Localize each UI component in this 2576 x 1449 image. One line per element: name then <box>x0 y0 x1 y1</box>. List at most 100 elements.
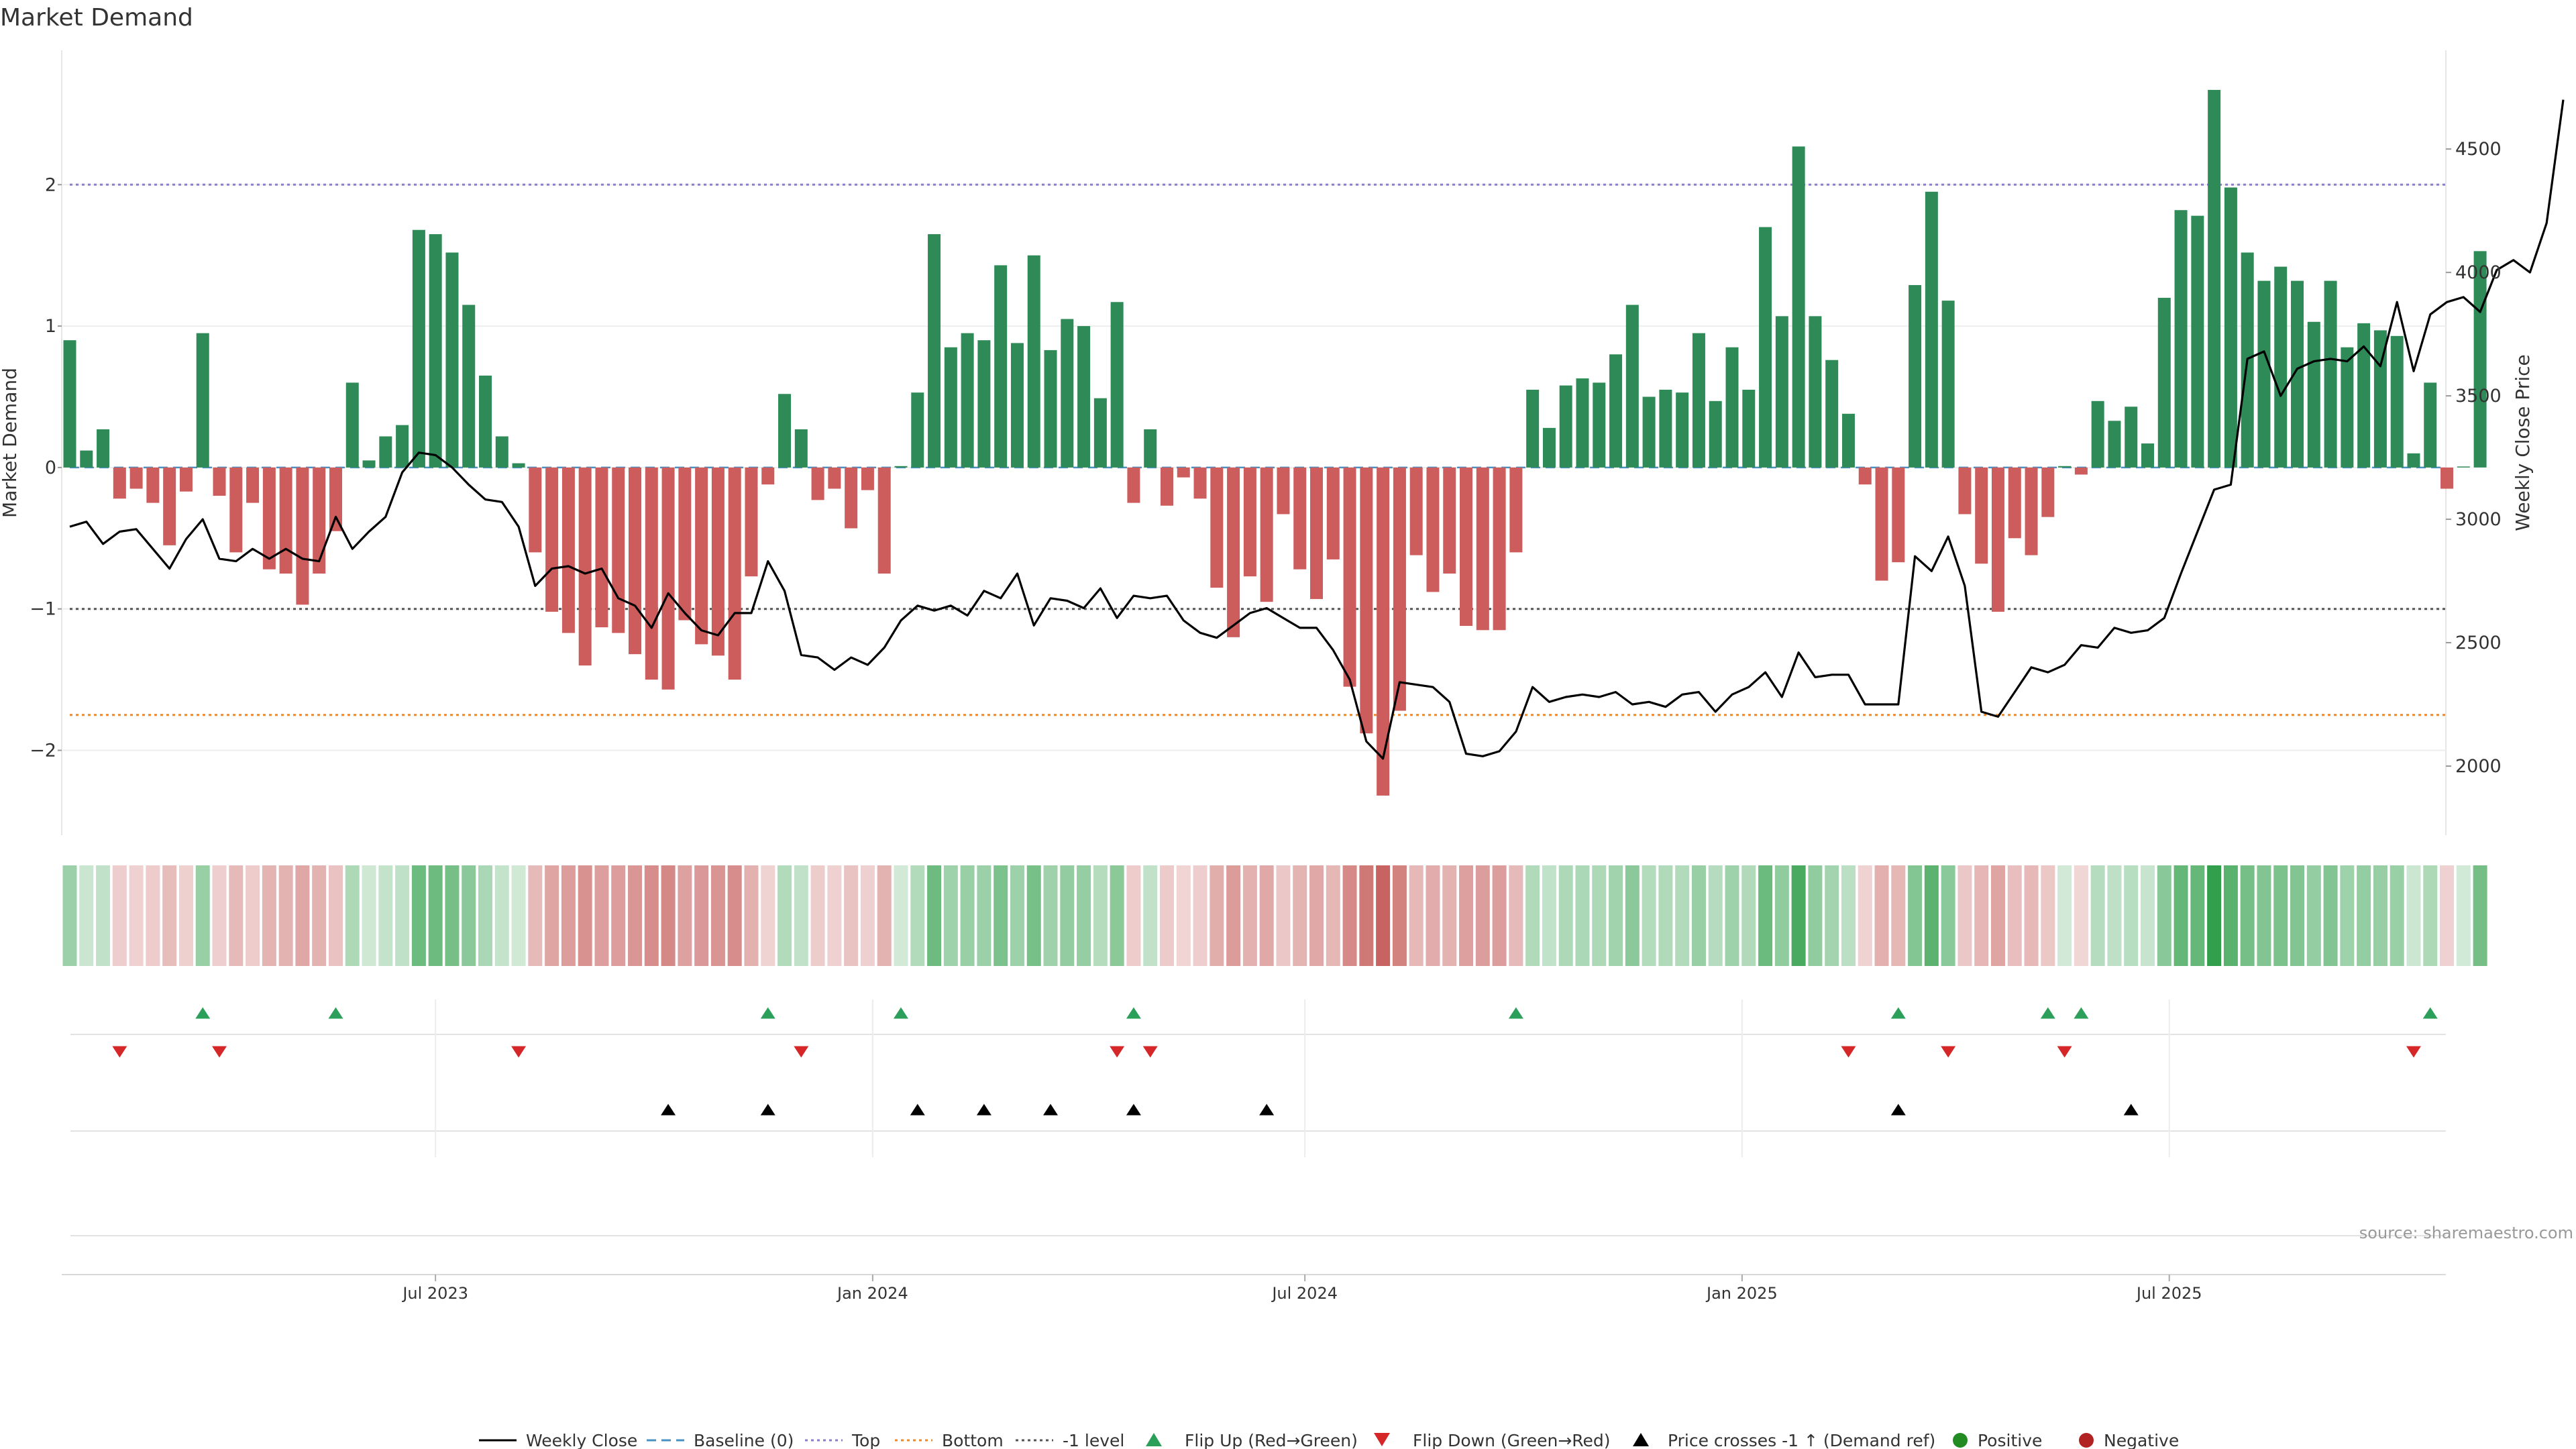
heat-cell <box>1309 865 1324 966</box>
demand-bar <box>2274 266 2288 468</box>
heat-cell <box>644 865 659 966</box>
legend-negative: Negative <box>2104 1431 2179 1449</box>
x-axis-ticks: Jul 2023 Jan 2024 Jul 2024 Jan 2025 Jul 2025 <box>401 1275 2202 1303</box>
heat-cell <box>2473 865 2487 966</box>
demand-bar <box>1858 467 1872 485</box>
heat-cell <box>943 865 958 966</box>
demand-bar <box>1409 467 1423 555</box>
flip-down-marker <box>2406 1046 2421 1058</box>
heat-cell <box>894 865 908 966</box>
flip-down-marker <box>212 1046 227 1058</box>
demand-bar <box>1642 396 1656 468</box>
demand-bar <box>1991 467 2004 612</box>
demand-bar <box>379 436 392 468</box>
right-tick-label: 4500 <box>2455 139 2502 160</box>
left-tick-label: 1 <box>45 316 56 337</box>
demand-bar <box>1010 343 1024 468</box>
demand-bar <box>561 467 575 633</box>
heat-cell <box>1625 865 1640 966</box>
demand-bar <box>1676 392 1689 468</box>
heat-cell <box>628 865 643 966</box>
heat-cell <box>2090 865 2105 966</box>
legend-price-cross: Price crosses -1 ↑ (Demand ref) <box>1668 1431 1935 1449</box>
demand-bar <box>445 252 459 468</box>
demand-bar <box>1243 467 1256 577</box>
demand-bar <box>1625 305 1639 468</box>
heat-cell <box>1908 865 1923 966</box>
heat-cell <box>578 865 592 966</box>
heat-cell <box>1725 865 1739 966</box>
weekly-close-line <box>69 99 2565 760</box>
demand-bar <box>113 467 126 499</box>
legend-positive-icon <box>1953 1433 1968 1448</box>
heat-cell <box>877 865 892 966</box>
demand-bar <box>828 467 841 489</box>
demand-bar <box>2424 382 2437 468</box>
demand-bar <box>1061 319 1074 468</box>
heat-cell <box>2057 865 2072 966</box>
flip-down-marker <box>1941 1046 1956 1058</box>
right-tick-label: 3000 <box>2455 509 2502 530</box>
flip-up-marker <box>760 1007 775 1019</box>
demand-bar <box>1909 284 1922 468</box>
demand-bar <box>2324 280 2337 468</box>
legend-negative-icon <box>2079 1433 2094 1448</box>
demand-bar <box>1958 467 1972 515</box>
demand-bar <box>1659 389 1672 468</box>
heat-cell <box>1259 865 1274 966</box>
heat-cell <box>79 865 94 966</box>
heat-cell <box>1774 865 1789 966</box>
heat-cell <box>1126 865 1141 966</box>
left-y-ticks: 2 1 0 −1 −2 <box>30 174 62 761</box>
demand-bar <box>961 333 974 468</box>
demand-bar <box>1277 467 1290 515</box>
demand-bar <box>1044 350 1057 468</box>
demand-bar <box>1825 360 1839 468</box>
heat-cell <box>2223 865 2238 966</box>
heat-cell <box>146 865 160 966</box>
demand-bar <box>2008 467 2021 539</box>
flip-up-marker <box>328 1007 343 1019</box>
demand-bar <box>2174 210 2188 468</box>
demand-bar <box>2141 443 2154 468</box>
heat-cell <box>229 865 244 966</box>
heat-cell <box>1841 865 1856 966</box>
flip-up-marker <box>1890 1007 1906 1019</box>
heat-cell <box>2141 865 2155 966</box>
heat-cell <box>910 865 925 966</box>
demand-bar <box>163 467 176 545</box>
demand-bar <box>794 429 808 468</box>
heat-cell <box>1492 865 1507 966</box>
heat-cell <box>1392 865 1407 966</box>
legend-top: Top <box>851 1431 880 1449</box>
heat-cell <box>1226 865 1241 966</box>
heat-cell <box>694 865 709 966</box>
demand-bar <box>1509 467 1523 553</box>
heat-cell <box>445 865 460 966</box>
right-tick-label: 3500 <box>2455 386 2502 407</box>
demand-bar <box>1692 333 1705 468</box>
heat-cell <box>1858 865 1872 966</box>
heat-cell <box>2290 865 2305 966</box>
heat-cell <box>994 865 1008 966</box>
heat-cell <box>112 865 127 966</box>
legend-baseline: Baseline (0) <box>694 1431 794 1449</box>
demand-bar <box>1892 467 1905 563</box>
heat-cell <box>2041 865 2055 966</box>
legend-price-cross-icon <box>1633 1433 1649 1446</box>
heat-cell <box>1210 865 1224 966</box>
heat-cell <box>2357 865 2371 966</box>
heat-cell <box>1874 865 1889 966</box>
flip-down-marker <box>511 1046 527 1058</box>
weekly-close-series <box>69 99 2565 760</box>
heat-cell <box>96 865 111 966</box>
signal-markers <box>112 1007 2438 1116</box>
heat-cell <box>1509 865 1523 966</box>
legend-flip-down: Flip Down (Green→Red) <box>1413 1431 1611 1449</box>
left-tick-label: −1 <box>30 599 56 620</box>
demand-bar <box>1476 467 1489 631</box>
demand-bar <box>1426 467 1440 592</box>
right-y-ticks: 4500 4000 3500 3000 2500 2000 <box>2446 139 2502 777</box>
demand-bar <box>811 467 824 500</box>
heat-cell <box>212 865 227 966</box>
